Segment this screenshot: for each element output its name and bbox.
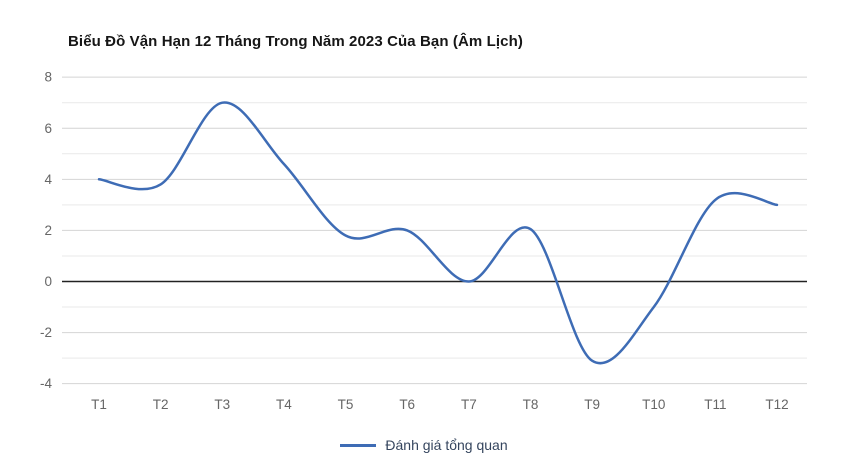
- line-chart-plot-area: 8 6 4 2 0 -2 -4 T1 T2 T3 T4 T5 T6 T7 T8 T9 T10 T11 T12: [40, 70, 807, 412]
- x-tick-label: T10: [642, 397, 665, 412]
- x-tick-label: T2: [153, 397, 169, 412]
- chart-legend: Đánh giá tổng quan: [0, 437, 848, 453]
- y-tick-label: 0: [44, 274, 52, 289]
- x-tick-label: T5: [338, 397, 354, 412]
- series-line-danh-gia-tong-quan: [97, 101, 779, 365]
- x-tick-label: T4: [276, 397, 292, 412]
- legend-line-swatch-icon: [340, 443, 377, 447]
- y-tick-label: -2: [40, 325, 52, 340]
- y-tick-label: 6: [44, 121, 52, 136]
- legend-item-danh-gia-tong-quan[interactable]: Đánh giá tổng quan: [340, 437, 508, 453]
- x-tick-label: T1: [91, 397, 107, 412]
- x-tick-label: T6: [399, 397, 415, 412]
- x-tick-label: T11: [704, 397, 726, 412]
- x-tick-label: T12: [765, 397, 788, 412]
- y-tick-label: -4: [40, 376, 52, 391]
- x-tick-label: T3: [214, 397, 230, 412]
- x-tick-label: T7: [461, 397, 477, 412]
- y-tick-label: 2: [44, 223, 52, 238]
- y-tick-label: 8: [44, 70, 52, 85]
- legend-label: Đánh giá tổng quan: [385, 437, 508, 453]
- y-tick-label: 4: [44, 172, 52, 187]
- chart-title: Biểu Đồ Vận Hạn 12 Tháng Trong Năm 2023 …: [68, 33, 523, 50]
- x-tick-label: T9: [584, 397, 600, 412]
- x-tick-label: T8: [523, 397, 539, 412]
